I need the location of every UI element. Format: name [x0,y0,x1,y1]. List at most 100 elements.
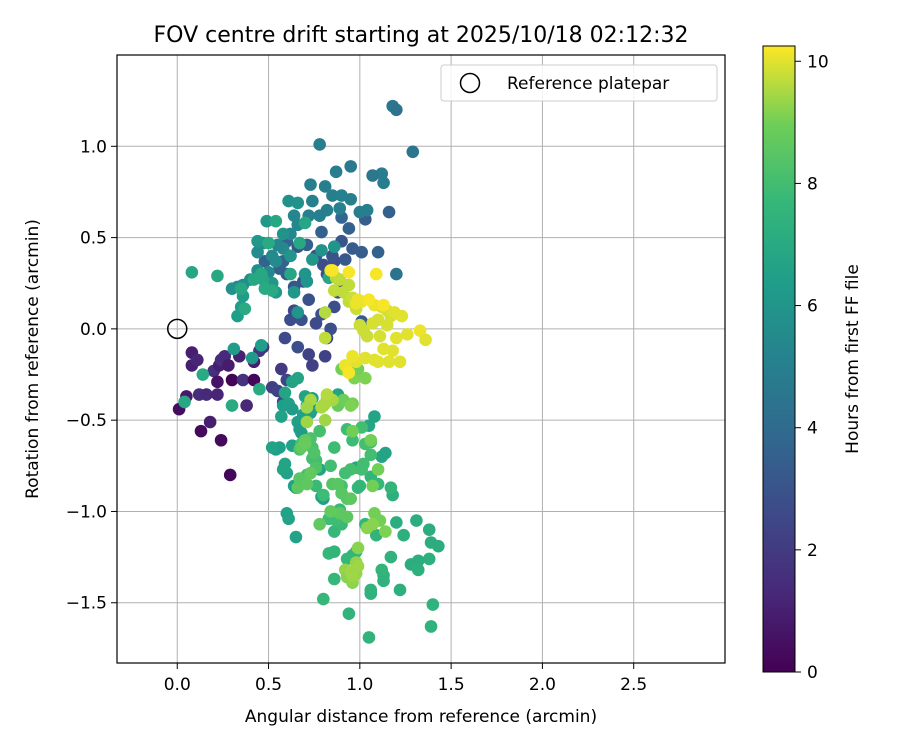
scatter-point [282,194,295,208]
scatter-point [300,275,314,288]
y-tick-label: 0.0 [80,320,107,340]
scatter-point [287,286,301,299]
scatter-point [291,371,305,385]
scatter-point [245,351,259,365]
scatter-point [275,362,288,376]
scatter-point [342,222,356,235]
scatter-point [344,192,358,206]
scatter-point [338,253,352,266]
scatter-point [251,245,264,259]
scatter-point [364,448,378,462]
y-axis-label: Rotation from reference (arcmin) [23,219,43,499]
scatter-point [411,563,425,577]
scatter-point [327,240,341,254]
colorbar-label: Hours from first FF file [843,264,863,454]
scatter-point [269,214,283,228]
scatter-point [309,317,323,330]
scatter-point [324,505,337,518]
scatter-point [379,525,392,538]
x-tick-label: 1.5 [438,675,465,695]
scatter-point [306,359,319,372]
legend-entry-reference: Reference platepar [507,74,669,94]
scatter-point [200,388,213,401]
scatter-point [327,441,341,454]
scatter-point [362,631,376,644]
scatter-point [302,348,316,361]
scatter-point [278,386,292,400]
scatter-point [318,349,332,363]
scatter-point [327,572,341,586]
scatter-point [333,202,347,215]
scatter-point [318,180,332,193]
scatter-point [366,479,379,493]
scatter-point [318,331,332,345]
x-axis-label: Angular distance from reference (arcmin) [245,707,597,727]
scatter-point [384,550,398,564]
scatter-point [390,103,403,117]
scatter-point [298,216,312,230]
scatter-point [313,517,326,531]
scatter-point [185,265,199,279]
y-tick-label: −1.5 [66,594,107,614]
scatter-point [366,169,379,182]
scatter-point [422,523,436,537]
scatter-point [410,514,423,527]
scatter-point [424,620,438,633]
y-axis-ticks: −1.5 −1.0 −0.5 0.0 0.5 1.0 [66,137,117,614]
scatter-point [382,355,396,369]
scatter-point [342,607,356,621]
scatter-point [326,264,339,277]
scatter-point [265,249,279,263]
scatter-point [390,331,403,345]
scatter-point [247,373,261,387]
scatter-point [289,530,303,544]
scatter-point [253,382,266,396]
scatter-point [432,539,445,553]
scatter-point [338,466,352,480]
scatter-point [225,399,239,412]
scatter-point [327,545,341,558]
scatter-point [393,583,407,597]
scatter-point [223,468,237,482]
scatter-point [329,165,343,179]
scatter-point [393,355,407,369]
x-tick-label: 2.0 [529,675,556,695]
scatter-point [344,160,358,173]
scatter-point [291,340,305,354]
scatter-point [360,329,374,343]
scatter-point [377,574,390,588]
scatter-point [313,138,326,151]
scatter-point [371,313,385,327]
scatter-point [211,388,224,401]
scatter-point [342,278,356,292]
scatter-point [327,300,341,314]
scatter-point [298,437,312,451]
scatter-point [351,541,365,555]
colorbar-tick-label: 6 [807,297,818,317]
scatter-point [265,284,279,297]
scatter-point [377,298,390,312]
colorbar-tick-label: 2 [807,541,818,561]
scatter-point [384,481,398,495]
scatter-point [364,587,378,600]
scatter-point [313,209,326,222]
scatter-point [318,306,332,319]
scatter-point [278,331,292,345]
y-tick-label: −1.0 [66,502,107,522]
scatter-point [380,318,394,332]
scatter-point [214,433,228,447]
scatter-point [406,145,420,159]
scatter-point [342,265,356,279]
colorbar: 0 2 4 6 8 10 Hours from first FF file [762,45,863,683]
scatter-point [390,516,403,529]
scatter-point [401,328,414,341]
scatter-point [315,244,328,257]
scatter-point [302,293,316,306]
scatter-point [318,413,332,427]
scatter-point [373,329,387,343]
y-tick-label: 0.5 [80,229,107,249]
scatter-point [262,236,275,250]
scatter-point [306,194,319,208]
scatter-point [346,349,359,363]
